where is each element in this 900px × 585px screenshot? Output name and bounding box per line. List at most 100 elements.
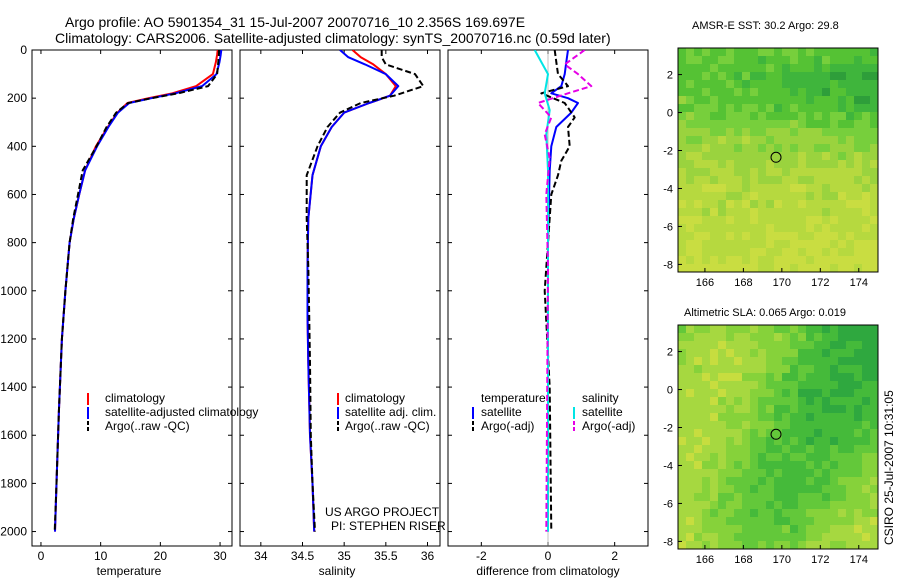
- map-cell: [742, 144, 751, 153]
- map-cell: [758, 72, 767, 81]
- map-cell: [774, 501, 783, 510]
- map-cell: [790, 525, 799, 534]
- map-cell: [718, 413, 727, 422]
- map-cell: [702, 48, 711, 57]
- map-cell: [734, 128, 743, 137]
- map-cell: [718, 256, 727, 265]
- map-cell: [678, 96, 687, 105]
- map-cell: [790, 365, 799, 374]
- map-cell: [790, 56, 799, 65]
- map-cell: [830, 517, 839, 526]
- map-cell: [726, 96, 735, 105]
- map-cell: [710, 184, 719, 193]
- map-cell: [678, 128, 687, 137]
- map-cell: [758, 493, 767, 502]
- map-cell: [838, 168, 847, 177]
- legend-label-argo: Argo(..raw -QC): [345, 419, 430, 433]
- map-cell: [838, 216, 847, 225]
- map-cell: [718, 445, 727, 454]
- map-cell: [710, 485, 719, 494]
- map-cell: [734, 381, 743, 390]
- map-cell: [726, 517, 735, 526]
- map-cell: [798, 184, 807, 193]
- map-cell: [854, 357, 863, 366]
- map-cell: [830, 104, 839, 113]
- map-cell: [782, 264, 791, 272]
- map-cell: [702, 469, 711, 478]
- salinity-xlabel: salinity: [319, 564, 356, 578]
- map-cell: [758, 112, 767, 121]
- map-cell: [726, 405, 735, 414]
- map-cell: [774, 389, 783, 398]
- map-cell: [846, 325, 855, 334]
- map-cell: [862, 136, 871, 145]
- map-cell: [758, 325, 767, 334]
- map-cell: [726, 325, 735, 334]
- map-cell: [774, 541, 783, 549]
- map-cell: [766, 48, 775, 57]
- map-cell: [830, 160, 839, 169]
- map-cell: [702, 445, 711, 454]
- map-cell: [838, 437, 847, 446]
- map-cell: [830, 168, 839, 177]
- map-cell: [758, 461, 767, 470]
- map-cell: [742, 469, 751, 478]
- map-cell: [838, 485, 847, 494]
- map-cell: [806, 96, 815, 105]
- map-cell: [734, 96, 743, 105]
- y-tick-label: 800: [7, 236, 27, 250]
- map-cell: [838, 493, 847, 502]
- map-cell: [782, 325, 791, 334]
- y-tick-label: -4: [663, 460, 673, 472]
- map-cell: [718, 365, 727, 374]
- map-cell: [774, 224, 783, 233]
- map-cell: [838, 461, 847, 470]
- map-cell: [782, 168, 791, 177]
- map-cell: [758, 333, 767, 342]
- map-cell: [758, 264, 767, 272]
- map-cell: [750, 405, 759, 414]
- map-cell: [814, 232, 823, 241]
- map-cell: [678, 349, 687, 358]
- map-cell: [678, 256, 687, 265]
- map-cell: [702, 421, 711, 430]
- map-cell: [870, 240, 878, 249]
- map-cell: [678, 216, 687, 225]
- map-cell: [694, 96, 703, 105]
- map-cell: [742, 525, 751, 534]
- map-cell: [782, 445, 791, 454]
- x-tick-label: 20: [154, 549, 168, 563]
- map-cell: [726, 509, 735, 518]
- map-cell: [870, 224, 878, 233]
- map-cell: [726, 112, 735, 121]
- map-cell: [694, 168, 703, 177]
- map-cell: [798, 152, 807, 161]
- map-cell: [846, 541, 855, 549]
- map-cell: [718, 248, 727, 257]
- map-cell: [766, 176, 775, 185]
- map-cell: [838, 453, 847, 462]
- map-cell: [726, 453, 735, 462]
- map-cell: [822, 248, 831, 257]
- map-cell: [758, 184, 767, 193]
- map-cell: [806, 493, 815, 502]
- series-line-satellite: [306, 50, 400, 532]
- map-cell: [758, 88, 767, 97]
- map-cell: [806, 357, 815, 366]
- map-cell: [694, 357, 703, 366]
- map-cell: [718, 421, 727, 430]
- map-cell: [750, 533, 759, 542]
- map-cell: [798, 96, 807, 105]
- map-cell: [862, 152, 871, 161]
- map-cell: [798, 192, 807, 201]
- map-cell: [862, 144, 871, 153]
- map-cell: [750, 541, 759, 549]
- map-cell: [846, 381, 855, 390]
- argo-float-marker: [770, 151, 782, 163]
- map-cell: [790, 192, 799, 201]
- map-cell: [710, 389, 719, 398]
- map-cell: [710, 477, 719, 486]
- map-cell: [798, 120, 807, 129]
- map-cell: [694, 88, 703, 97]
- map-cell: [822, 256, 831, 265]
